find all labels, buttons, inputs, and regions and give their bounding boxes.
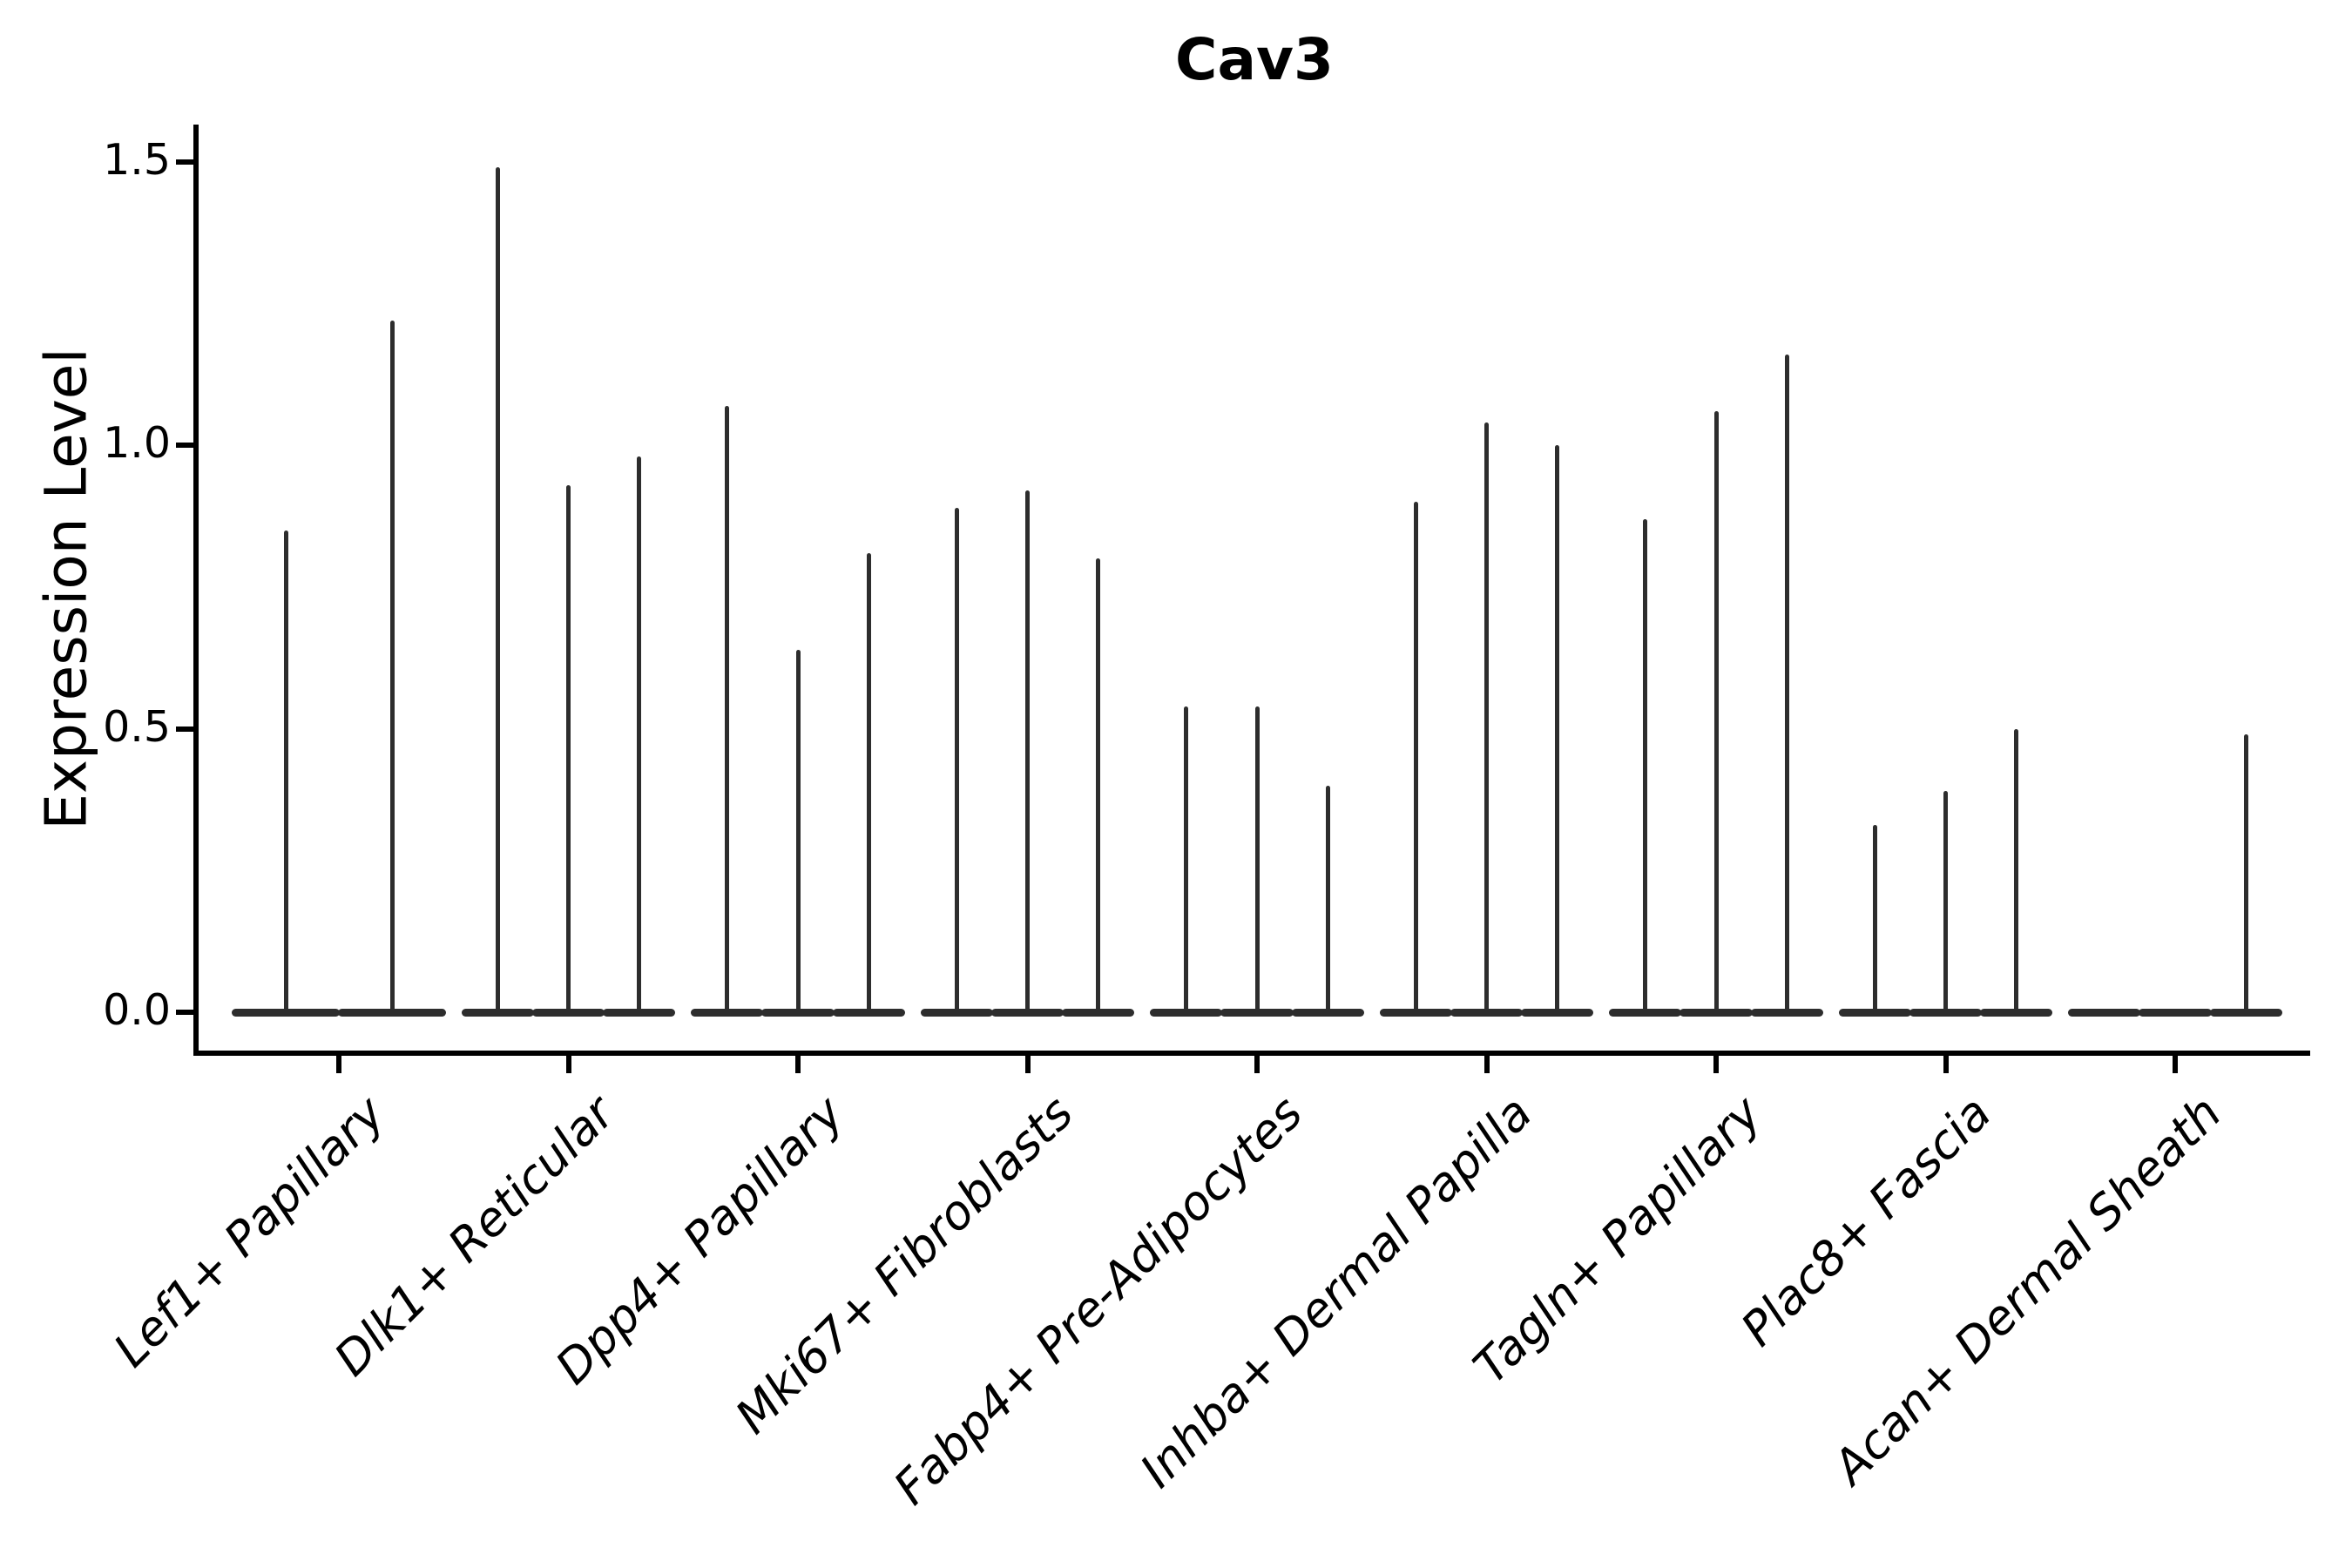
violin-spike — [1643, 518, 1648, 1012]
x-axis-line — [193, 1051, 2310, 1056]
violin-base — [1450, 1008, 1524, 1017]
violin-base — [761, 1008, 835, 1017]
violin-base — [1680, 1008, 1753, 1017]
x-tick-mark — [336, 1051, 341, 1073]
violin-base — [461, 1008, 534, 1017]
violin-spike — [1413, 502, 1418, 1012]
x-tick-mark — [1713, 1051, 1719, 1073]
violin-base — [1220, 1008, 1294, 1017]
x-category-label: Fabp4+ Pre-Adipocytes — [883, 1085, 1314, 1516]
x-category-label: Inhba+ Dermal Papilla — [1130, 1085, 1544, 1498]
y-tick-label: 0.5 — [103, 701, 171, 752]
violin-base — [338, 1008, 446, 1017]
y-tick-label: 1.0 — [103, 418, 171, 469]
violin-spike — [566, 484, 571, 1012]
violin-spike — [495, 167, 500, 1012]
violin-base — [1291, 1008, 1364, 1017]
violin-base — [1062, 1008, 1135, 1017]
violin-spike — [795, 649, 801, 1012]
violin-base — [832, 1008, 905, 1017]
x-tick-mark — [1943, 1051, 1949, 1073]
violin-spike — [1325, 785, 1330, 1012]
violin-spike — [1555, 445, 1560, 1012]
violin-spike — [2014, 728, 2019, 1012]
violin-spike — [283, 530, 288, 1012]
x-tick-mark — [2173, 1051, 2178, 1073]
violin-spike — [1784, 355, 1789, 1012]
x-tick-mark — [795, 1051, 801, 1073]
violin-spike — [637, 456, 642, 1012]
y-tick-mark — [176, 443, 193, 449]
violin-base — [232, 1008, 340, 1017]
violin-base — [1909, 1008, 1983, 1017]
violin-base — [2209, 1008, 2282, 1017]
violin-spike — [1254, 706, 1260, 1012]
y-tick-mark — [176, 1010, 193, 1015]
y-tick-label: 0.0 — [103, 985, 171, 1036]
violin-base — [1838, 1008, 1911, 1017]
violin-base — [2139, 1008, 2212, 1017]
violin-spike — [1484, 422, 1489, 1012]
violin-spike — [954, 507, 959, 1012]
violin-spike — [1184, 706, 1189, 1012]
violin-base — [990, 1008, 1064, 1017]
x-tick-mark — [1024, 1051, 1031, 1073]
x-tick-mark — [565, 1051, 571, 1073]
violin-spike — [1713, 411, 1719, 1012]
violin-spike — [1025, 490, 1030, 1012]
violin-base — [603, 1008, 676, 1017]
y-tick-mark — [176, 726, 193, 732]
x-tick-mark — [1484, 1051, 1490, 1073]
violin-base — [920, 1008, 993, 1017]
violin-spike — [725, 405, 730, 1012]
x-category-label: Acan+ Dermal Sheath — [1821, 1085, 2232, 1495]
violin-spike — [866, 552, 871, 1012]
violin-base — [1379, 1008, 1452, 1017]
violin-base — [1521, 1008, 1594, 1017]
violin-base — [1750, 1008, 1823, 1017]
y-axis-line — [193, 125, 199, 1056]
violin-base — [1609, 1008, 1682, 1017]
violin-spike — [1872, 825, 1877, 1012]
chart-title: Cav3 — [1175, 26, 1334, 93]
violin-spike — [389, 321, 395, 1012]
violin-base — [1150, 1008, 1223, 1017]
violin-base — [531, 1008, 605, 1017]
x-tick-mark — [1254, 1051, 1260, 1073]
violin-base — [691, 1008, 764, 1017]
violin-spike — [2243, 734, 2248, 1012]
violin-spike — [1943, 791, 1948, 1012]
violin-base — [2068, 1008, 2141, 1017]
y-tick-mark — [176, 159, 193, 165]
violin-spike — [1096, 558, 1101, 1012]
y-tick-label: 1.5 — [103, 135, 171, 186]
violin-base — [1980, 1008, 2053, 1017]
